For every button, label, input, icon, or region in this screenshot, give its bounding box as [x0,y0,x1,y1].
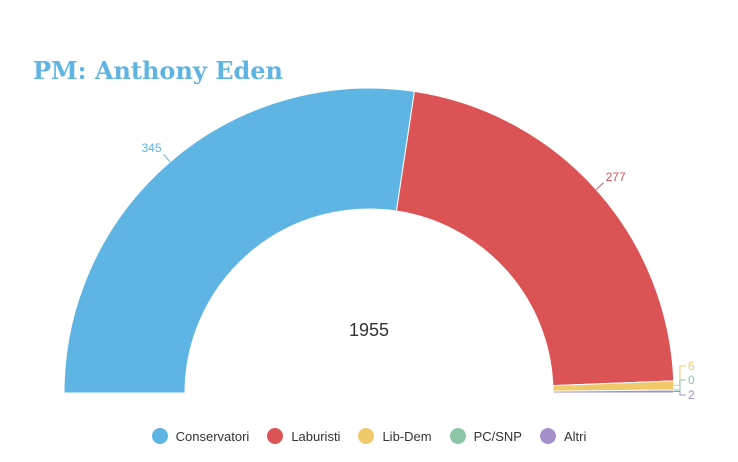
legend-marker-icon [449,428,466,444]
legend-item-pc-snp[interactable]: PC/SNP [449,428,522,444]
data-label-conservatori: 345 [141,141,171,163]
data-label-text: 0 [688,373,695,387]
legend-item-altri[interactable]: Altri [539,428,587,444]
data-label-lib-dem: 6 [673,359,695,386]
legend-item-conservatori[interactable]: Conservatori [151,428,250,444]
legend-marker-icon [358,428,375,444]
data-label-connector [163,153,171,163]
legend-item-laburisti[interactable]: Laburisti [267,428,340,444]
data-label-connector [595,182,604,190]
data-label-connector [673,365,686,386]
legend-item-lib-dem[interactable]: Lib-Dem [358,428,432,444]
data-label-text: 277 [606,170,626,184]
data-label-laburisti: 277 [595,170,626,190]
data-label-pc-snp: 0 [673,373,695,391]
data-label-connector [673,379,686,391]
legend-label: Laburisti [291,428,341,444]
slice-altri[interactable] [552,389,675,394]
legend-marker-icon [267,428,284,444]
chart-title: PM: Anthony Eden [33,56,283,85]
data-label-altri: 2 [673,388,695,402]
data-label-text: 6 [688,359,695,373]
legend: Conservatori Laburisti Lib-Dem PC/SNP Altri [0,428,738,444]
data-label-text: 345 [141,141,161,155]
legend-label: Conservatori [175,428,250,444]
data-label-connector [673,390,686,396]
slice-conservatori[interactable] [63,87,416,394]
center-label: 1955 [349,320,389,340]
legend-label: Altri [563,428,587,444]
legend-marker-icon [151,428,168,444]
legend-label: Lib-Dem [382,428,432,444]
legend-marker-icon [539,428,556,444]
legend-label: PC/SNP [473,428,522,444]
slice-laburisti[interactable] [395,90,675,387]
data-label-text: 2 [688,388,695,402]
